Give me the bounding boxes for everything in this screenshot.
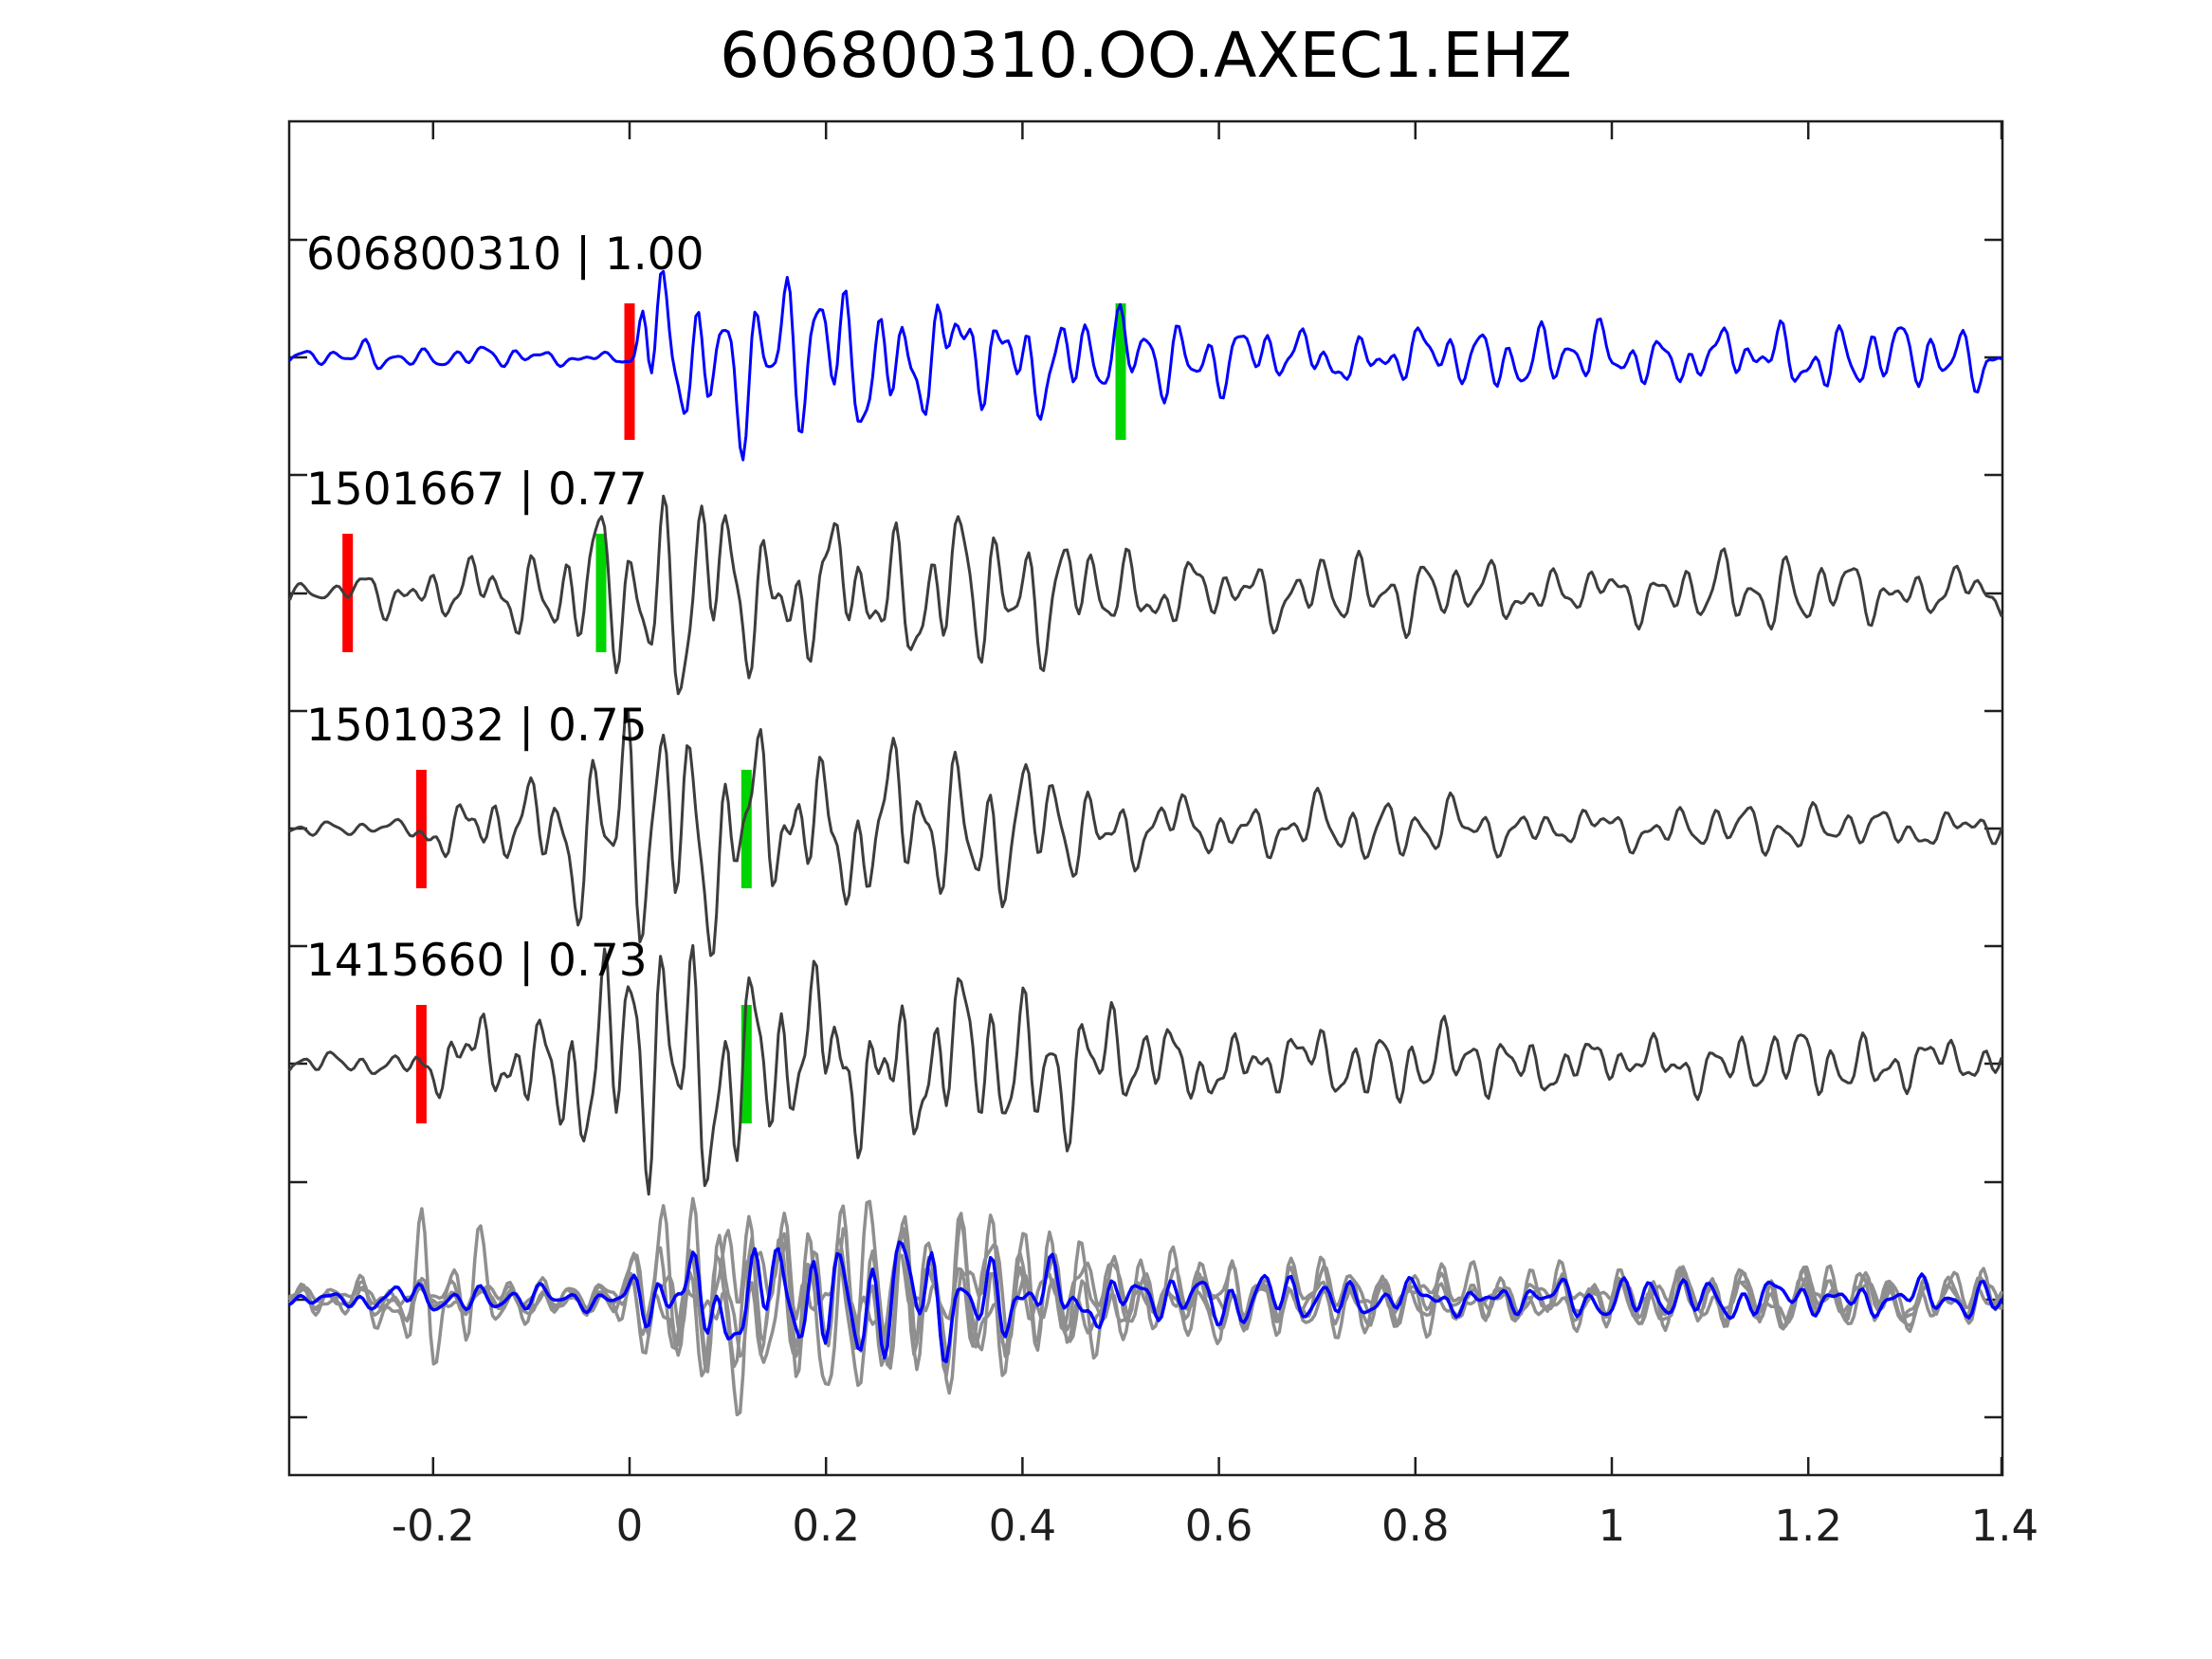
trace-label-1415660: 1415660 | 0.73 xyxy=(306,935,648,987)
x-tick-label: 1.2 xyxy=(1774,1501,1842,1551)
green-pick-marker xyxy=(595,534,607,652)
trace-label-606800310: 606800310 | 1.00 xyxy=(306,228,704,281)
trace-label-1501667: 1501667 | 0.77 xyxy=(306,464,648,516)
axes-frame xyxy=(287,119,2004,1477)
x-tick-label: 0.2 xyxy=(792,1501,860,1551)
trace-label-1501032: 1501032 | 0.75 xyxy=(306,700,648,752)
waveform-trace-606800310 xyxy=(288,269,2003,462)
red-pick-marker xyxy=(624,303,635,440)
x-tick-label: 1.4 xyxy=(1971,1501,2039,1551)
x-tick-label: 0.6 xyxy=(1185,1501,1253,1551)
x-tick-label: 0.8 xyxy=(1381,1501,1450,1551)
red-pick-marker xyxy=(415,770,427,888)
green-pick-marker xyxy=(740,1005,752,1123)
overlay-waveform-gray-3 xyxy=(288,1196,2003,1417)
waveform-trace-1415660 xyxy=(288,943,2003,1196)
x-tick-label: -0.2 xyxy=(392,1501,475,1551)
x-tick-label: 0.4 xyxy=(989,1501,1057,1551)
overlay-waveform-gray-1 xyxy=(288,1199,2003,1395)
waveform-trace-1501667 xyxy=(288,494,2003,696)
green-pick-marker xyxy=(1115,303,1126,440)
figure-title: 606800310.OO.AXEC1.EHZ xyxy=(720,19,1572,92)
x-tick-label: 0 xyxy=(616,1501,644,1551)
overlay-waveform-template xyxy=(288,1240,2003,1364)
x-tick-label: 1 xyxy=(1599,1501,1626,1551)
red-pick-marker xyxy=(342,534,354,652)
green-pick-marker xyxy=(740,770,752,888)
waveform-trace-1501032 xyxy=(288,707,2003,957)
